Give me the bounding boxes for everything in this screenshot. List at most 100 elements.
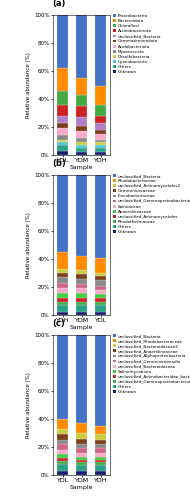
- Bar: [96, 335, 106, 426]
- Bar: [57, 444, 68, 450]
- Bar: [76, 117, 87, 126]
- Bar: [76, 465, 87, 471]
- Bar: [76, 126, 87, 131]
- Bar: [96, 258, 106, 273]
- Bar: [57, 454, 68, 458]
- Bar: [57, 116, 68, 123]
- Bar: [96, 142, 106, 145]
- Text: (a): (a): [52, 0, 65, 8]
- Bar: [76, 433, 87, 438]
- Bar: [57, 175, 68, 252]
- Bar: [57, 450, 68, 454]
- Bar: [96, 457, 106, 460]
- Bar: [96, 152, 106, 155]
- Bar: [96, 434, 106, 440]
- Bar: [57, 269, 68, 273]
- Bar: [57, 123, 68, 128]
- Bar: [96, 290, 106, 294]
- Bar: [76, 460, 87, 462]
- Bar: [96, 440, 106, 444]
- Bar: [96, 148, 106, 152]
- X-axis label: Sample: Sample: [70, 485, 93, 490]
- Bar: [57, 136, 68, 140]
- Bar: [57, 104, 68, 116]
- Bar: [57, 273, 68, 277]
- Bar: [96, 86, 106, 104]
- Bar: [96, 175, 106, 258]
- Bar: [96, 276, 106, 280]
- Y-axis label: Relative abundance (%): Relative abundance (%): [26, 212, 31, 278]
- Bar: [96, 116, 106, 123]
- Bar: [57, 142, 68, 145]
- Bar: [76, 452, 87, 457]
- Bar: [96, 302, 106, 305]
- Bar: [57, 277, 68, 283]
- Bar: [96, 298, 106, 302]
- Bar: [96, 273, 106, 276]
- Bar: [96, 123, 106, 130]
- Bar: [96, 305, 106, 312]
- Bar: [57, 283, 68, 288]
- Bar: [57, 461, 68, 464]
- Bar: [76, 335, 87, 423]
- Bar: [57, 252, 68, 269]
- Legend: unclassified_Bacteria, Rhodobacteraceae, unclassified_Actinomycetales2, Gemminic: unclassified_Bacteria, Rhodobacteraceae,…: [113, 174, 190, 234]
- Bar: [76, 312, 87, 315]
- Bar: [76, 106, 87, 117]
- X-axis label: Sample: Sample: [70, 325, 93, 330]
- Bar: [76, 444, 87, 448]
- Bar: [76, 302, 87, 305]
- Bar: [57, 458, 68, 461]
- Bar: [57, 145, 68, 151]
- Bar: [57, 298, 68, 302]
- Bar: [76, 95, 87, 106]
- Bar: [76, 423, 87, 433]
- Bar: [57, 288, 68, 292]
- Bar: [57, 471, 68, 475]
- Bar: [76, 256, 87, 270]
- Bar: [96, 15, 106, 86]
- Bar: [57, 292, 68, 298]
- Bar: [96, 286, 106, 290]
- Bar: [57, 302, 68, 305]
- Bar: [76, 288, 87, 292]
- Bar: [76, 438, 87, 444]
- Bar: [96, 104, 106, 116]
- Bar: [96, 444, 106, 448]
- Bar: [96, 471, 106, 475]
- Bar: [57, 419, 68, 429]
- Bar: [57, 305, 68, 312]
- Bar: [76, 148, 87, 152]
- Legend: unclassified_Bacteria, unclassified_Rhodobacteraceae, unclassified_Bacteroidacea: unclassified_Bacteria, unclassified_Rhod…: [113, 334, 190, 394]
- Bar: [96, 462, 106, 465]
- Bar: [57, 140, 68, 142]
- Bar: [76, 131, 87, 138]
- Bar: [96, 145, 106, 148]
- Bar: [76, 284, 87, 288]
- Bar: [96, 448, 106, 452]
- Bar: [57, 429, 68, 434]
- Text: (b): (b): [52, 159, 66, 168]
- Bar: [96, 140, 106, 142]
- Bar: [57, 440, 68, 444]
- Bar: [96, 465, 106, 471]
- Bar: [76, 471, 87, 475]
- Bar: [96, 460, 106, 462]
- Bar: [57, 312, 68, 315]
- Bar: [57, 68, 68, 90]
- Bar: [76, 15, 87, 78]
- Bar: [57, 128, 68, 136]
- Bar: [57, 434, 68, 440]
- Bar: [76, 448, 87, 452]
- Bar: [96, 134, 106, 140]
- Bar: [96, 280, 106, 285]
- Bar: [57, 335, 68, 419]
- Bar: [96, 426, 106, 434]
- Bar: [76, 274, 87, 278]
- Y-axis label: Relative abundance (%): Relative abundance (%): [26, 372, 31, 438]
- Bar: [76, 175, 87, 256]
- Bar: [76, 457, 87, 460]
- Bar: [76, 78, 87, 95]
- Bar: [96, 452, 106, 457]
- Bar: [57, 90, 68, 104]
